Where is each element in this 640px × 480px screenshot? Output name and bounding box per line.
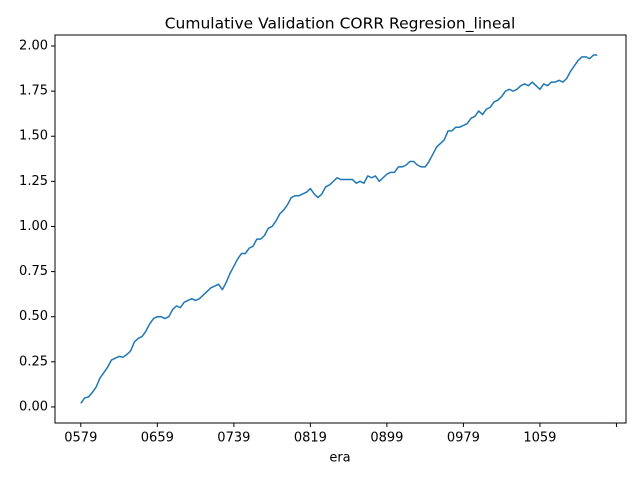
x-tick-label: 0659 [141,431,174,446]
line-series [80,54,598,404]
x-tick-label: 0899 [370,431,403,446]
axes-frame [54,34,627,424]
y-tick-label: 0.25 [19,354,48,369]
y-tick-label: 0.00 [19,399,48,414]
x-tick-label: 0579 [64,431,97,446]
y-tick-label: 1.00 [19,219,48,234]
x-tick-label: 0739 [217,431,250,446]
x-tick-label: 1059 [523,431,556,446]
y-tick-label: 0.75 [19,264,48,279]
y-tick-label: 1.50 [19,129,48,144]
x-tick-label: 0979 [447,431,480,446]
y-tick-label: 2.00 [19,39,48,54]
y-tick-label: 1.75 [19,84,48,99]
y-tick-label: 1.25 [19,174,48,189]
x-axis-label: era [329,451,350,466]
y-tick-label: 0.50 [19,309,48,324]
chart-title: Cumulative Validation CORR Regresion_lin… [165,15,516,34]
x-tick-label: 0819 [294,431,327,446]
